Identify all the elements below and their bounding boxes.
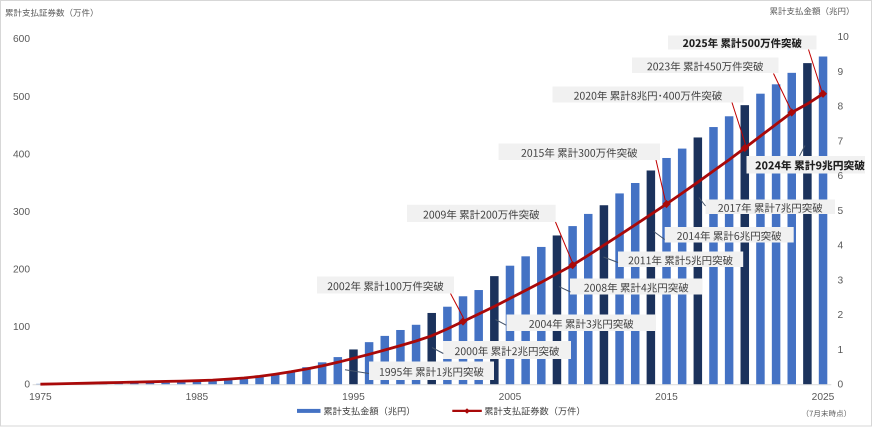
svg-text:4: 4 xyxy=(838,241,844,252)
svg-text:10: 10 xyxy=(838,32,850,43)
svg-text:6: 6 xyxy=(838,171,844,182)
svg-text:2: 2 xyxy=(838,310,844,321)
svg-text:1985: 1985 xyxy=(186,392,209,403)
svg-text:200: 200 xyxy=(13,265,30,276)
svg-text:1995: 1995 xyxy=(342,392,365,403)
svg-text:0: 0 xyxy=(838,380,844,391)
svg-text:300: 300 xyxy=(13,207,30,218)
svg-text:8: 8 xyxy=(838,102,844,113)
svg-text:7: 7 xyxy=(838,136,844,147)
svg-text:2025: 2025 xyxy=(812,392,835,403)
svg-text:400: 400 xyxy=(13,149,30,160)
svg-text:2005: 2005 xyxy=(499,392,522,403)
svg-text:9: 9 xyxy=(838,67,844,78)
svg-text:3: 3 xyxy=(838,275,844,286)
svg-text:0: 0 xyxy=(24,380,30,391)
svg-text:500: 500 xyxy=(13,92,30,103)
svg-text:5: 5 xyxy=(838,206,844,217)
svg-text:600: 600 xyxy=(13,34,30,45)
svg-text:2015: 2015 xyxy=(655,392,678,403)
svg-text:1: 1 xyxy=(838,345,844,356)
svg-text:100: 100 xyxy=(13,322,30,333)
svg-text:1975: 1975 xyxy=(29,392,52,403)
